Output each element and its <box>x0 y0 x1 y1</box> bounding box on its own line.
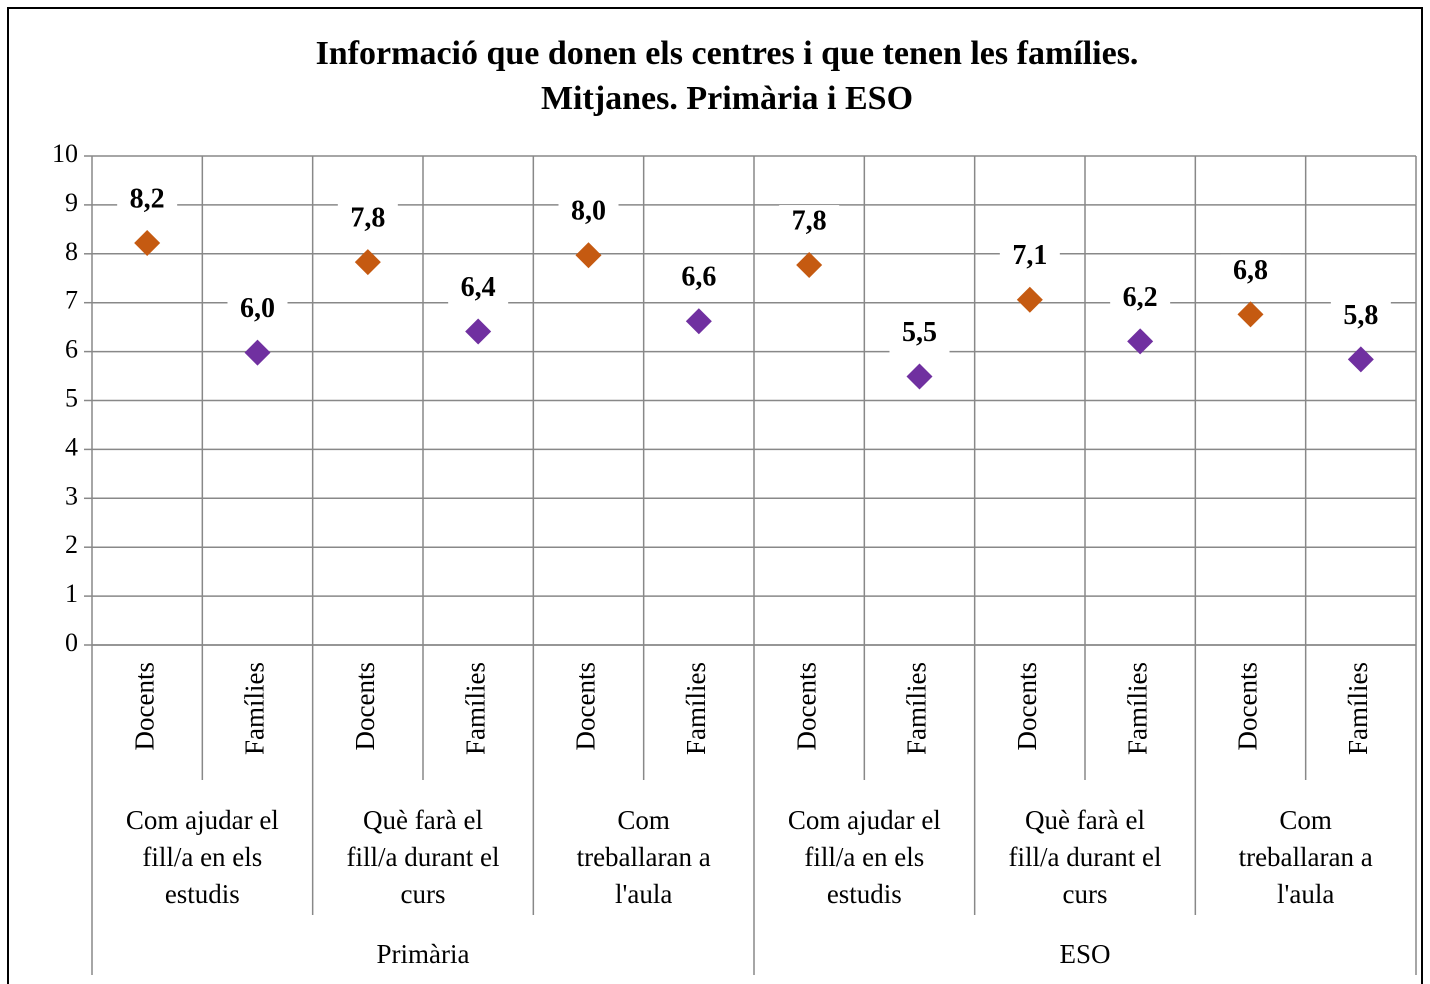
x-tick-label: Famílies <box>681 662 711 755</box>
marker <box>465 318 492 345</box>
data-label: 6,6 <box>681 262 716 293</box>
group-label: l'aula <box>615 879 672 909</box>
supergroup-label: Primària <box>377 939 470 969</box>
data-label-bg <box>889 316 950 353</box>
group-label: curs <box>401 879 446 909</box>
data-label-bg <box>668 261 729 298</box>
data-label-bg <box>999 239 1060 276</box>
data-label: 8,2 <box>130 183 165 214</box>
data-label-bg <box>558 195 619 232</box>
x-tick-label: Docents <box>571 662 601 750</box>
group-label: Com <box>617 805 670 835</box>
y-tick-label: 3 <box>65 481 78 510</box>
marker <box>575 242 602 269</box>
marker <box>906 363 933 390</box>
data-label-bg <box>117 183 178 220</box>
marker <box>1347 346 1374 373</box>
group-label: fill/a durant el <box>347 842 500 872</box>
y-tick-label: 4 <box>65 432 78 461</box>
group-label: fill/a en els <box>142 842 262 872</box>
group-label: treballaran a <box>1239 842 1373 872</box>
group-label: fill/a durant el <box>1009 842 1162 872</box>
x-tick-label: Famílies <box>1122 662 1152 755</box>
data-label-bg <box>1330 299 1391 336</box>
group-label: fill/a en els <box>804 842 924 872</box>
marker <box>1016 286 1043 313</box>
data-label: 7,8 <box>350 203 385 234</box>
y-tick-label: 8 <box>65 237 78 266</box>
data-label: 7,1 <box>1012 240 1047 271</box>
group-label: treballaran a <box>577 842 711 872</box>
data-label: 8,0 <box>571 196 606 227</box>
chart-title: Mitjanes. Primària i ESO <box>541 80 913 117</box>
y-tick-label: 6 <box>65 335 78 364</box>
data-label-bg <box>779 205 840 242</box>
y-tick-label: 9 <box>65 188 78 217</box>
y-tick-label: 2 <box>65 530 78 559</box>
y-tick-label: 10 <box>52 139 78 168</box>
x-tick-label: Docents <box>1233 662 1263 750</box>
x-tick-label: Famílies <box>460 662 490 755</box>
group-label: curs <box>1063 879 1108 909</box>
data-label: 5,8 <box>1343 300 1378 331</box>
y-tick-label: 1 <box>65 579 78 608</box>
data-label: 6,8 <box>1233 255 1268 286</box>
group-label: Què farà el <box>1025 805 1145 835</box>
x-tick-label: Famílies <box>240 662 270 755</box>
data-label-bg <box>448 271 509 308</box>
data-label: 6,0 <box>240 293 275 324</box>
y-tick-label: 5 <box>65 383 78 412</box>
data-label-bg <box>1110 281 1171 318</box>
marker <box>685 308 712 335</box>
chart-title: Informació que donen els centres i que t… <box>316 35 1139 72</box>
x-tick-label: Famílies <box>1343 662 1373 755</box>
marker <box>1127 328 1154 355</box>
group-label: Què farà el <box>363 805 483 835</box>
group-label: l'aula <box>1277 879 1334 909</box>
data-label-bg <box>337 202 398 239</box>
marker <box>244 339 271 366</box>
group-label: Com ajudar el <box>126 805 279 835</box>
marker <box>354 249 381 276</box>
x-tick-label: Famílies <box>902 662 932 755</box>
x-tick-label: Docents <box>1012 662 1042 750</box>
supergroup-label: ESO <box>1059 939 1110 969</box>
marker <box>796 252 823 279</box>
y-tick-label: 7 <box>65 286 78 315</box>
data-label: 6,4 <box>461 272 496 303</box>
data-label-bg <box>1220 254 1281 291</box>
data-label: 6,2 <box>1123 282 1158 313</box>
x-tick-label: Docents <box>791 662 821 750</box>
x-tick-label: Docents <box>350 662 380 750</box>
data-label-bg <box>227 292 288 329</box>
x-tick-label: Docents <box>129 662 159 750</box>
chart-border <box>7 7 1423 984</box>
data-label: 7,8 <box>792 205 827 236</box>
marker <box>134 230 161 257</box>
y-tick-label: 0 <box>65 628 78 657</box>
group-label: Com <box>1279 805 1332 835</box>
data-label: 5,5 <box>902 317 937 348</box>
group-label: estudis <box>165 879 240 909</box>
group-label: Com ajudar el <box>788 805 941 835</box>
marker <box>1237 301 1264 328</box>
group-label: estudis <box>827 879 902 909</box>
